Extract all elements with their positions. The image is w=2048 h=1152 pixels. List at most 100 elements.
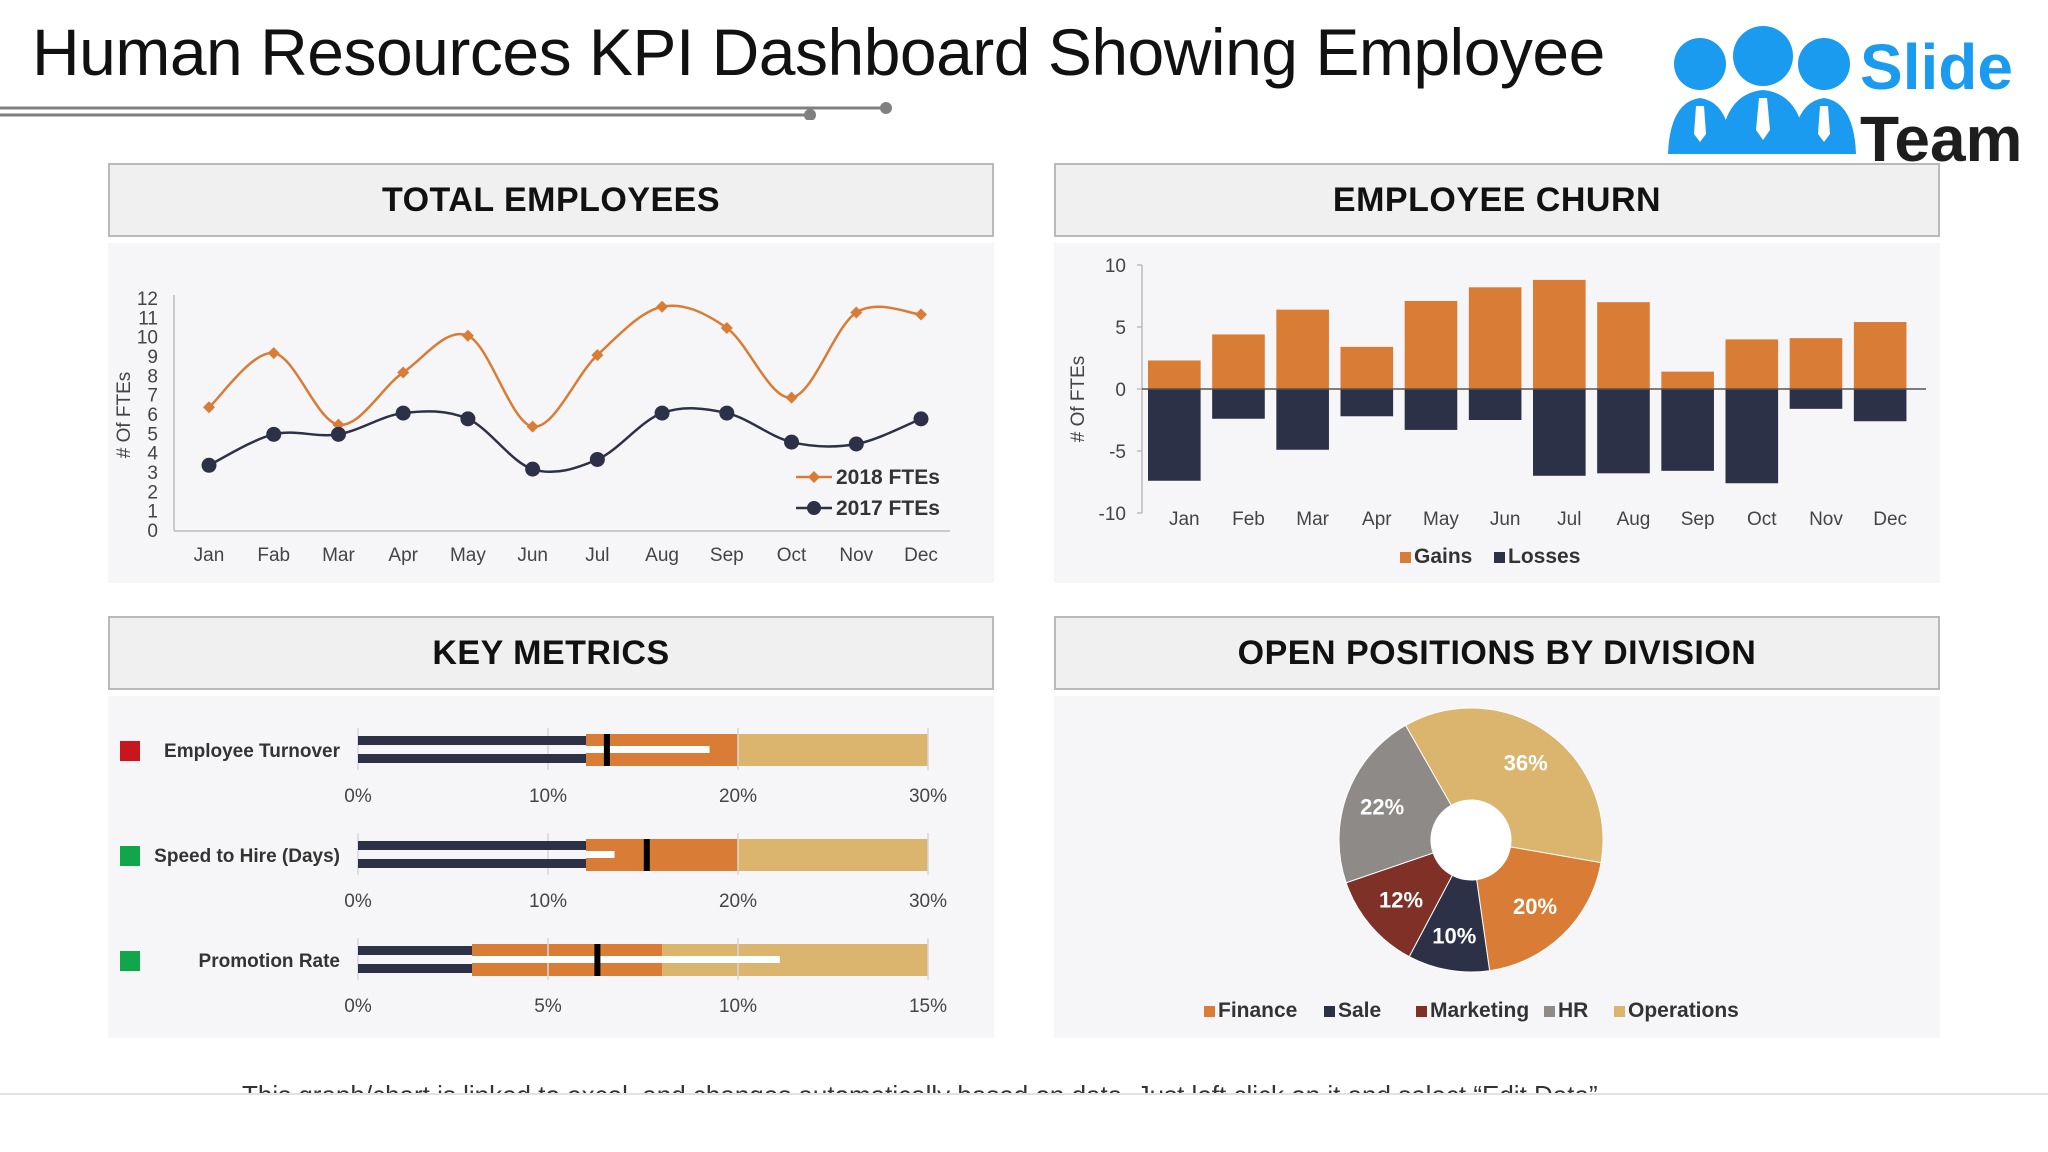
value-bar — [358, 859, 586, 868]
key-metrics-header: KEY METRICS — [108, 616, 994, 690]
x-tick-label: 10% — [719, 996, 757, 1017]
loss-bar — [1597, 389, 1650, 474]
data-point-2017 — [848, 436, 864, 452]
x-tick-label: 30% — [909, 786, 947, 807]
y-tick-label: 2 — [147, 482, 158, 503]
x-tick-label: Jan — [194, 545, 225, 566]
y-tick-label: 0 — [147, 521, 158, 542]
x-tick-label: Sep — [710, 545, 744, 566]
y-tick-label: 6 — [147, 405, 158, 426]
y-tick-label: 3 — [147, 463, 158, 484]
x-tick-label: Apr — [388, 545, 418, 566]
data-point-2018 — [591, 349, 604, 362]
x-tick-label: Aug — [645, 545, 679, 566]
gain-bar — [1597, 302, 1650, 389]
x-tick-label: Feb — [1232, 509, 1265, 530]
gain-bar — [1148, 360, 1201, 389]
legend-swatch — [1494, 552, 1505, 563]
y-tick-label: 11 — [138, 308, 158, 329]
title-divider — [0, 102, 892, 120]
x-tick-label: Apr — [1362, 509, 1392, 530]
gain-bar — [1212, 334, 1265, 389]
gain-bar — [1340, 346, 1394, 389]
data-point-2018 — [461, 329, 474, 342]
gain-bar — [1468, 287, 1522, 389]
legend-swatch — [1324, 1006, 1335, 1017]
loss-bar — [1212, 389, 1265, 419]
value-bar — [358, 736, 586, 745]
y-axis-title: # Of FTEs — [1068, 356, 1089, 443]
x-tick-label: Mar — [322, 545, 355, 566]
employee-churn-panel: 10 5 0 -5 -10 # Of FTEs Jan Feb Mar Apr May Jun Jul A… — [1054, 243, 1940, 583]
y-tick-label: 12 — [137, 289, 158, 310]
x-tick-label: 20% — [719, 891, 757, 912]
legend-label: 2017 FTEs — [836, 497, 940, 520]
x-tick-label: Jul — [585, 545, 609, 566]
data-point-2018 — [397, 366, 410, 379]
donut-hole — [1431, 800, 1511, 880]
value-bar — [358, 964, 472, 973]
data-point-2018 — [267, 347, 280, 360]
key-metrics-panel: Employee Turnover 0% 10% 20% 30% Speed to Hir… — [108, 696, 994, 1038]
data-point-2018 — [785, 391, 798, 404]
series-line-2017 — [208, 407, 922, 473]
open-positions-panel: 36% 20% 10% 12% 22% Finance Sale Marketing HR Ope… — [1054, 696, 1940, 1038]
legend-marker — [808, 471, 820, 483]
legend-label: Losses — [1508, 545, 1580, 568]
target-marker — [643, 839, 650, 871]
slice-label: 36% — [1504, 750, 1548, 775]
x-tick-label: Dec — [1873, 509, 1907, 530]
x-tick-label: Nov — [839, 545, 873, 566]
loss-bar — [1468, 389, 1522, 420]
loss-bar — [1276, 389, 1329, 450]
x-tick-label: Mar — [1296, 509, 1329, 530]
data-point-2017 — [266, 426, 282, 442]
gain-bar — [1853, 322, 1907, 389]
y-tick-label: 5 — [147, 424, 158, 445]
x-tick-label: 15% — [909, 996, 947, 1017]
x-tick-label: Oct — [777, 545, 807, 566]
gain-bar — [1276, 309, 1329, 389]
slice-label: 10% — [1432, 924, 1476, 949]
bottom-divider — [0, 1093, 2048, 1095]
x-tick-label: 5% — [534, 996, 562, 1017]
comparative-bar — [472, 956, 780, 963]
loss-bar — [1789, 389, 1843, 409]
gain-bar — [1725, 339, 1779, 389]
data-point-2017 — [201, 457, 217, 473]
data-point-2017 — [395, 405, 411, 421]
x-tick-label: Sep — [1681, 509, 1715, 530]
y-tick-label: 5 — [1115, 318, 1126, 339]
x-tick-label: 10% — [529, 891, 567, 912]
legend-label: Operations — [1628, 999, 1739, 1022]
x-tick-label: Jul — [1557, 509, 1581, 530]
data-point-2018 — [656, 300, 669, 313]
y-tick-label: -5 — [1109, 442, 1126, 463]
open-positions-chart: 36% 20% 10% 12% 22% Finance Sale Marketing HR Ope… — [1204, 707, 1739, 1022]
value-bar — [358, 754, 586, 763]
status-indicator — [120, 846, 140, 866]
legend-label: Marketing — [1430, 999, 1529, 1022]
comparative-bar — [586, 746, 710, 753]
gain-bar — [1404, 300, 1458, 389]
loss-bar — [1148, 389, 1201, 481]
x-tick-label: May — [450, 545, 486, 566]
legend-label: Sale — [1338, 999, 1381, 1022]
metric-label: Employee Turnover — [164, 741, 341, 762]
data-point-2018 — [915, 308, 927, 321]
gain-bar — [1533, 279, 1586, 389]
employee-churn-header: EMPLOYEE CHURN — [1054, 163, 1940, 237]
value-bar — [358, 841, 586, 850]
data-point-2018 — [203, 401, 215, 414]
people-icon — [1668, 26, 1856, 154]
y-tick-label: 9 — [147, 347, 158, 368]
y-tick-label: 10 — [1105, 256, 1126, 277]
slice-label: 12% — [1379, 888, 1423, 913]
legend-label: Gains — [1414, 545, 1472, 568]
loss-bar — [1404, 389, 1458, 430]
y-axis-title: # Of FTEs — [114, 372, 135, 459]
employee-churn-chart: 10 5 0 -5 -10 # Of FTEs Jan Feb Mar Apr May Jun Jul A… — [1068, 256, 1926, 568]
y-tick-label: 8 — [147, 366, 158, 387]
legend-swatch — [1400, 552, 1411, 563]
